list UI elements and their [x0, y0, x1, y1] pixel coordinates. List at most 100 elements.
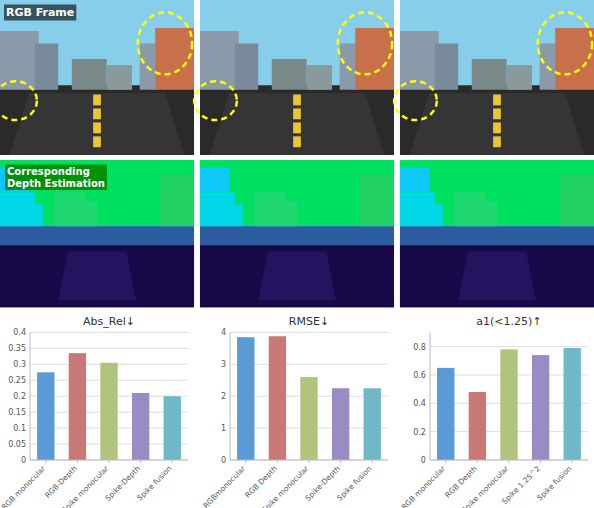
grid-line: [230, 332, 388, 333]
panel-label: CorrespondingDepth Estimation: [5, 165, 107, 191]
bar-chart: Abs_Rel↓00.050.10.150.20.250.30.350.4RGB…: [0, 315, 188, 508]
bar: [132, 393, 149, 460]
scene-shape: [293, 108, 301, 119]
x-tick: [277, 460, 278, 463]
y-tick-label: 0: [21, 456, 26, 465]
scene-shape: [58, 251, 136, 300]
scene-shape: [293, 136, 301, 147]
bar: [237, 337, 254, 460]
scene-circle: [138, 12, 192, 74]
scene-shape: [159, 175, 194, 227]
depth-panel: [400, 160, 594, 307]
bars: [237, 336, 381, 460]
scene-circle: [538, 12, 592, 74]
bar: [37, 372, 54, 460]
scene-shape: [355, 28, 394, 90]
x-tick: [540, 460, 541, 463]
scene-shape: [155, 28, 194, 90]
scene-circle: [0, 81, 37, 120]
scene-shape: [200, 31, 239, 90]
scene-shape: [293, 95, 301, 106]
bar: [364, 388, 381, 460]
x-tick-label: RGB monocular: [399, 463, 447, 508]
x-tick-label: Spike fusion: [135, 464, 174, 503]
x-tick: [109, 460, 110, 463]
chart-title: Abs_Rel↓: [83, 315, 135, 328]
label-box: [5, 165, 107, 191]
scene-shape: [400, 85, 594, 155]
scene-shape: [454, 192, 497, 226]
label-line: Corresponding: [7, 166, 90, 177]
scene-shape: [200, 160, 394, 226]
bars: [37, 353, 181, 460]
scene-shape: [0, 0, 194, 90]
x-tick: [572, 460, 573, 463]
bars: [437, 348, 581, 460]
bar: [269, 336, 286, 460]
bar: [164, 396, 181, 460]
scene-shape: [400, 160, 594, 226]
x-tick-label: RGB monocular: [0, 463, 48, 508]
bar: [532, 355, 549, 460]
scene-shape: [93, 136, 101, 147]
scene-shape: [0, 160, 194, 307]
figure: RGB Frame CorrespondingDepth Estimation Ab…: [0, 0, 594, 508]
rgb-panel: [394, 0, 594, 155]
scene-shape: [307, 65, 332, 90]
scene-shape: [0, 160, 194, 226]
scene-shape: [200, 160, 394, 307]
y-tick-label: 0.35: [8, 344, 26, 353]
scene-circle: [194, 81, 237, 120]
y-axis-line: [30, 332, 31, 460]
chart-title: a1(<1.25)↑: [476, 315, 541, 328]
x-tick: [45, 460, 46, 463]
y-tick-label: 0: [221, 456, 226, 465]
scene-shape: [435, 43, 458, 89]
scene-shape: [200, 0, 394, 90]
scene-shape: [293, 122, 301, 133]
rgb-panel: [0, 0, 194, 155]
scene-shape: [400, 0, 594, 90]
x-tick: [77, 460, 78, 463]
bar: [69, 353, 86, 460]
label-line: RGB Frame: [6, 6, 74, 19]
y-tick-label: 0.2: [13, 392, 26, 401]
y-tick-label: 0.05: [8, 440, 26, 449]
label-line: Depth Estimation: [7, 178, 105, 189]
x-tick: [245, 460, 246, 463]
bar: [500, 349, 517, 460]
scene-shape: [359, 175, 394, 227]
scene-shape: [93, 122, 101, 133]
scene-shape: [400, 167, 429, 192]
scene-shape: [254, 192, 297, 226]
scene-shape: [507, 65, 532, 90]
scene-shape: [35, 43, 58, 89]
scene-shape: [0, 225, 194, 246]
x-tick: [477, 460, 478, 463]
y-tick-label: 0.3: [13, 360, 26, 369]
scene-shape: [107, 65, 132, 90]
panel-label-text: CorrespondingDepth Estimation: [7, 166, 105, 189]
scene-shape: [493, 108, 501, 119]
scene-circle: [338, 12, 392, 74]
x-tick-label: RGBmonocular: [201, 463, 248, 508]
y-tick-label: 0.8: [413, 343, 426, 352]
y-tick-label: 1: [221, 424, 226, 433]
rgb-panel: [194, 0, 394, 155]
bar-chart: a1(<1.25)↑00.20.40.60.8RGB monocularRGB …: [399, 315, 588, 508]
bar: [100, 363, 117, 460]
scene-shape: [493, 95, 501, 106]
scene-shape: [200, 85, 394, 155]
depth-panel: [0, 160, 194, 307]
scene-shape: [54, 192, 97, 226]
scene-shape: [400, 245, 594, 307]
scene-shape: [559, 175, 594, 227]
x-tick: [309, 460, 310, 463]
depth-panel: [200, 160, 394, 307]
x-tick: [508, 460, 509, 463]
grid-line: [30, 332, 188, 333]
y-tick-label: 4: [221, 328, 226, 337]
x-tick-label: Spike monocular: [60, 463, 111, 508]
scene-shape: [400, 225, 594, 246]
x-tick-label: Spike fusion: [535, 464, 574, 503]
